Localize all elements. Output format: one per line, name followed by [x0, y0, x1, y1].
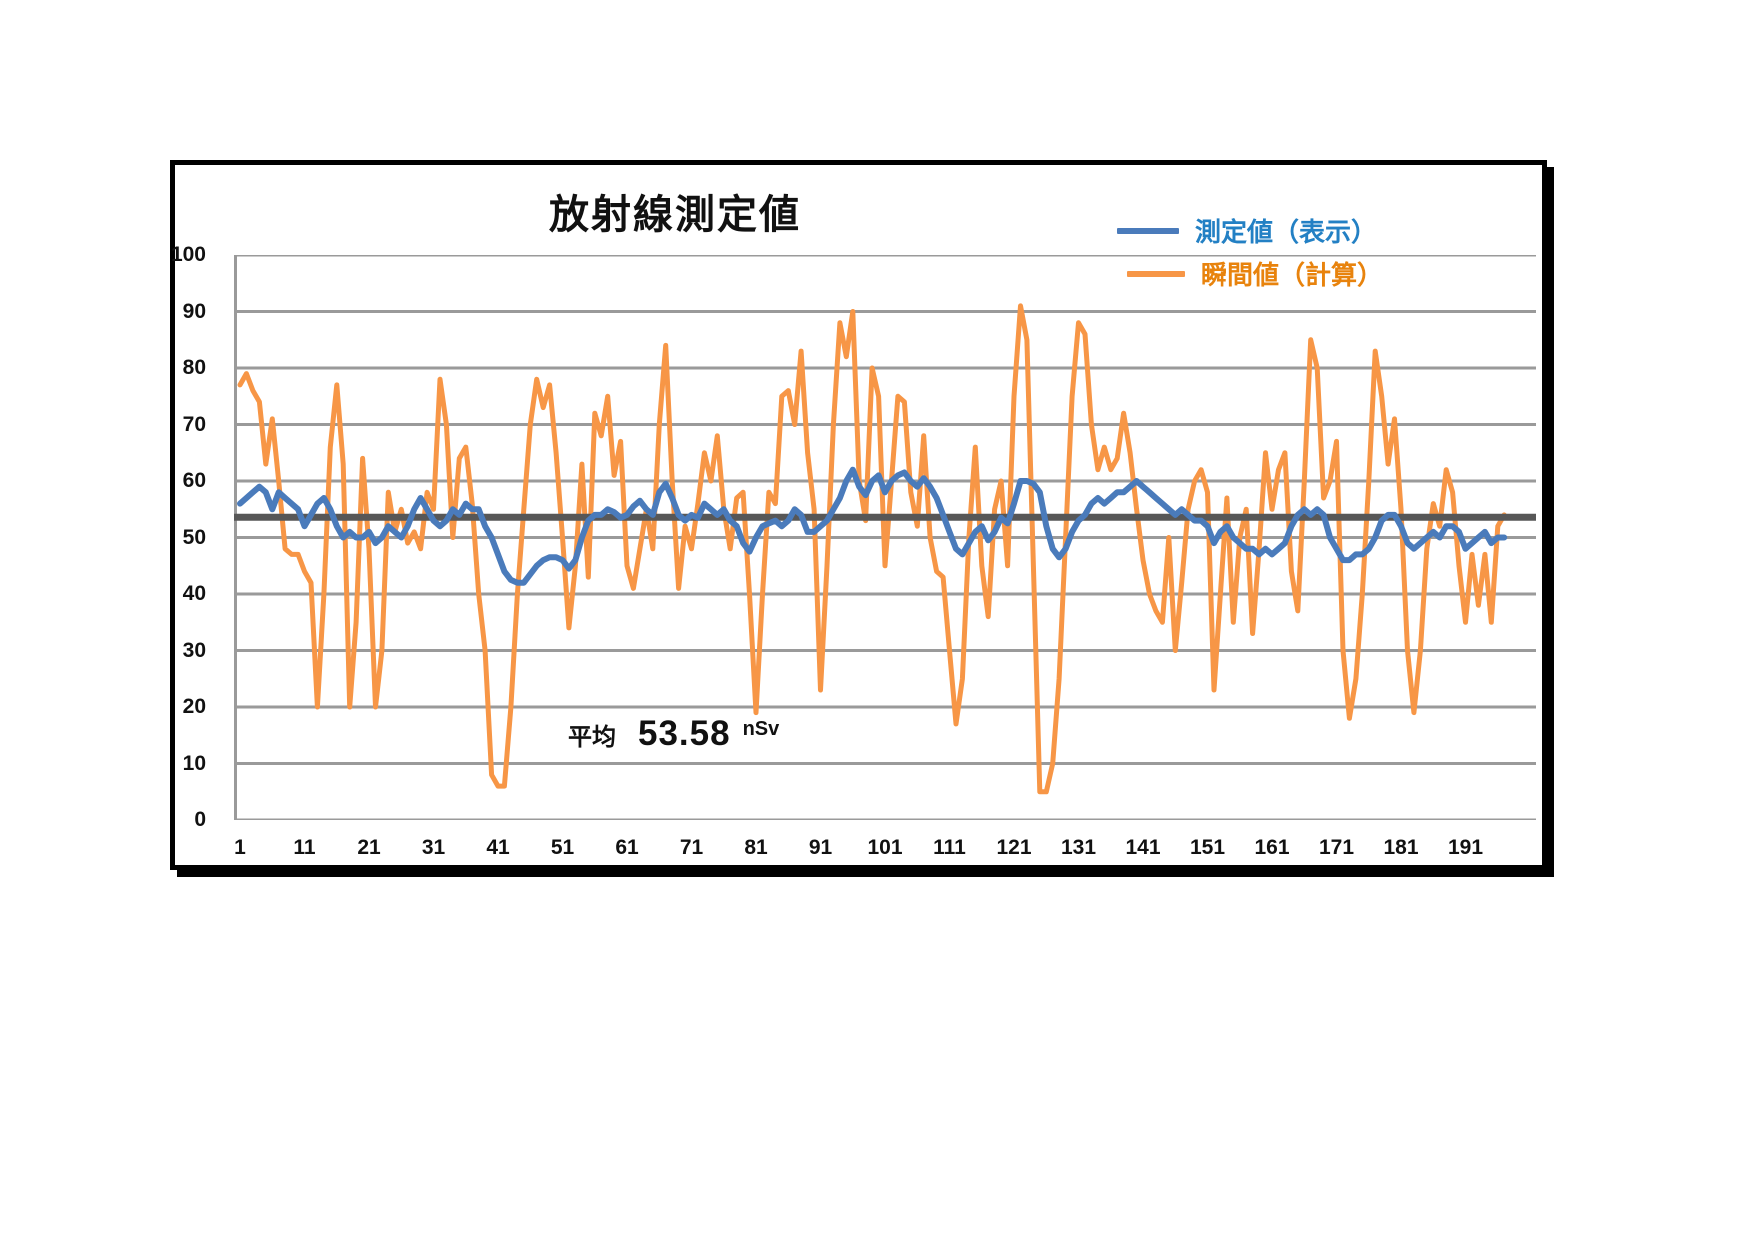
y-axis-label: 80 [182, 356, 206, 379]
x-axis-label: 181 [1383, 836, 1419, 859]
y-axis-label: 20 [182, 695, 206, 718]
y-axis-label: 60 [182, 469, 206, 492]
y-axis-label: 0 [194, 808, 206, 831]
x-axis-label: 131 [1060, 836, 1097, 859]
x-axis-label: 41 [486, 836, 510, 859]
x-axis-label: 111 [933, 836, 966, 859]
x-axis-label: 31 [421, 836, 446, 859]
x-axis-label: 11 [293, 836, 316, 859]
x-axis-label: 151 [1189, 836, 1226, 859]
x-axis-label: 51 [550, 836, 575, 859]
x-axis-label: 21 [357, 836, 381, 859]
legend-item-measured: 測定値（表示） [1117, 210, 1394, 251]
x-axis-label: 1 [234, 836, 246, 859]
average-annotation-value: 53.58 [638, 714, 731, 753]
y-axis-label: 100 [170, 243, 206, 266]
average-annotation-label: 平均 [568, 724, 616, 751]
x-axis-label: 161 [1254, 836, 1290, 859]
x-axis-label: 171 [1318, 836, 1355, 859]
x-axis-label: 91 [808, 836, 833, 859]
instant-series-swatch [1127, 270, 1185, 277]
y-axis-labels: 0 10 20 30 40 50 60 70 80 90 100 [120, 243, 220, 831]
y-axis-label: 30 [182, 638, 206, 662]
x-axis-label: 101 [867, 836, 903, 859]
y-axis-label: 40 [182, 582, 206, 605]
x-axis-label: 141 [1125, 836, 1161, 859]
x-axis-label: 61 [615, 836, 639, 859]
legend: 測定値（表示） 瞬間値（計算） [1117, 210, 1394, 294]
legend-label-measured: 測定値（表示） [1195, 217, 1378, 247]
x-axis-label: 121 [996, 836, 1032, 859]
measured-series-swatch [1117, 227, 1179, 234]
y-axis-label: 90 [182, 299, 206, 323]
instant-series-line [237, 303, 1507, 795]
legend-item-instant: 瞬間値（計算） [1127, 253, 1394, 294]
x-axis-label: 71 [679, 836, 704, 859]
y-axis-label: 50 [182, 525, 206, 549]
x-axis-label: 191 [1447, 836, 1484, 859]
average-annotation: 平均 53.58 nSv [568, 714, 779, 754]
average-annotation-unit: nSv [742, 718, 780, 740]
measured-series-line [237, 466, 1508, 586]
y-axis-label: 70 [182, 412, 206, 436]
legend-label-instant: 瞬間値（計算） [1201, 260, 1384, 290]
y-axis-label: 10 [182, 751, 206, 775]
x-axis-label: 81 [744, 836, 768, 859]
x-axis-labels: 1 11 21 31 41 51 61 71 81 91 101 111 121 131 141 151 161… [234, 836, 1536, 864]
plot-svg [234, 255, 1536, 820]
chart-title: 放射線測定値 [549, 193, 801, 237]
